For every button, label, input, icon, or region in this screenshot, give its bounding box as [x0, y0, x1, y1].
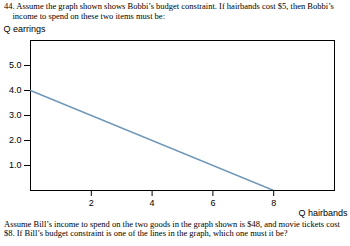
svg-text:4: 4	[150, 197, 155, 207]
svg-text:5.0: 5.0	[9, 60, 22, 70]
svg-text:Q earrings: Q earrings	[4, 23, 47, 33]
svg-text:2: 2	[89, 197, 94, 207]
svg-text:3.0: 3.0	[9, 110, 22, 120]
svg-text:6: 6	[210, 197, 215, 207]
svg-text:Q hairbands: Q hairbands	[298, 207, 348, 217]
html-text:44. Assume the graph shown sho: 44. Assume the graph shown shows Bobbi’s…	[4, 1, 334, 11]
svg-text:1.0: 1.0	[9, 160, 22, 170]
svg-text:8: 8	[271, 197, 276, 207]
svg-text:4.0: 4.0	[9, 85, 22, 95]
svg-text:2.0: 2.0	[9, 135, 22, 145]
html-text:income to spend on these two i: income to spend on these two items must …	[4, 10, 165, 21]
html-text:Assume Bill’s income to spend: Assume Bill’s income to spend on the two…	[4, 218, 340, 239]
